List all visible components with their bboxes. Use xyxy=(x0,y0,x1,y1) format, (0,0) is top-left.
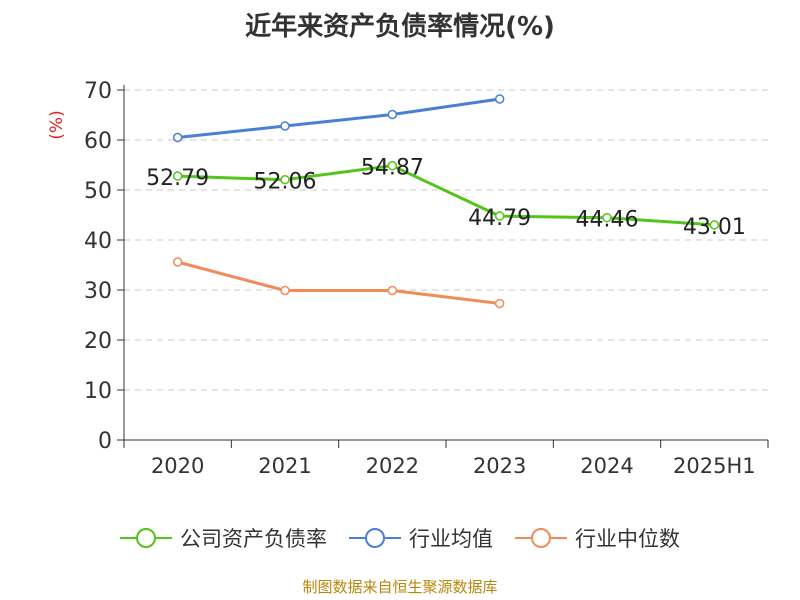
data-point xyxy=(172,132,183,143)
x-tick-label: 2022 xyxy=(366,454,419,478)
data-label: 52.06 xyxy=(254,170,317,195)
y-tick-label: 40 xyxy=(84,229,112,254)
data-point xyxy=(709,220,720,230)
x-tick-label: 2021 xyxy=(258,454,311,478)
y-tick-label: 50 xyxy=(84,179,112,204)
data-label: 54.87 xyxy=(361,156,424,181)
x-tick-label: 2020 xyxy=(151,454,204,478)
series-line-3 xyxy=(177,260,500,305)
x-tick-label: 2023 xyxy=(473,454,526,478)
x-tick-label: 2024 xyxy=(580,454,633,478)
chart-title: 近年来资产负债率情况(%) xyxy=(245,12,555,42)
y-tick-label: 70 xyxy=(84,79,112,104)
data-point xyxy=(280,174,290,185)
y-tick-label: 60 xyxy=(84,129,112,154)
legend-item[interactable]: 行业中位数 xyxy=(515,523,680,553)
legend-line-circle-icon xyxy=(349,528,401,548)
data-point xyxy=(494,298,505,309)
legend: 公司资产负债率 行业均值 行业中位数 xyxy=(0,520,800,556)
source-footer: 制图数据来自恒生聚源数据库 xyxy=(302,578,498,596)
data-point xyxy=(280,121,290,131)
data-point xyxy=(387,160,398,171)
legend-label: 行业中位数 xyxy=(575,527,680,551)
data-point xyxy=(387,285,398,296)
data-label: 52.79 xyxy=(146,166,209,191)
data-point xyxy=(494,211,505,221)
legend-label: 公司资产负债率 xyxy=(180,527,327,551)
legend-label: 行业均值 xyxy=(409,527,493,551)
data-point xyxy=(172,257,183,267)
series-line-1 xyxy=(177,164,715,227)
legend-item[interactable]: 行业均值 xyxy=(349,523,493,553)
data-label: 44.46 xyxy=(576,208,639,233)
data-point xyxy=(172,171,183,181)
data-point xyxy=(387,109,398,120)
data-point xyxy=(494,94,505,104)
series-line-2 xyxy=(177,97,500,139)
data-point xyxy=(280,285,290,296)
data-label: 44.79 xyxy=(468,206,531,231)
data-label: 43.01 xyxy=(683,215,746,240)
legend-line-circle-icon xyxy=(120,528,172,548)
data-point xyxy=(602,212,612,223)
y-tick-label: 10 xyxy=(84,379,112,404)
legend-line-circle-icon xyxy=(515,528,567,548)
y-tick-label: 30 xyxy=(84,279,112,304)
x-tick-label: 2025H1 xyxy=(673,454,756,478)
y-tick-label: 0 xyxy=(98,429,112,454)
y-axis-title: (%) xyxy=(47,110,67,139)
y-tick-label: 20 xyxy=(84,329,112,354)
legend-item[interactable]: 公司资产负债率 xyxy=(120,523,327,553)
